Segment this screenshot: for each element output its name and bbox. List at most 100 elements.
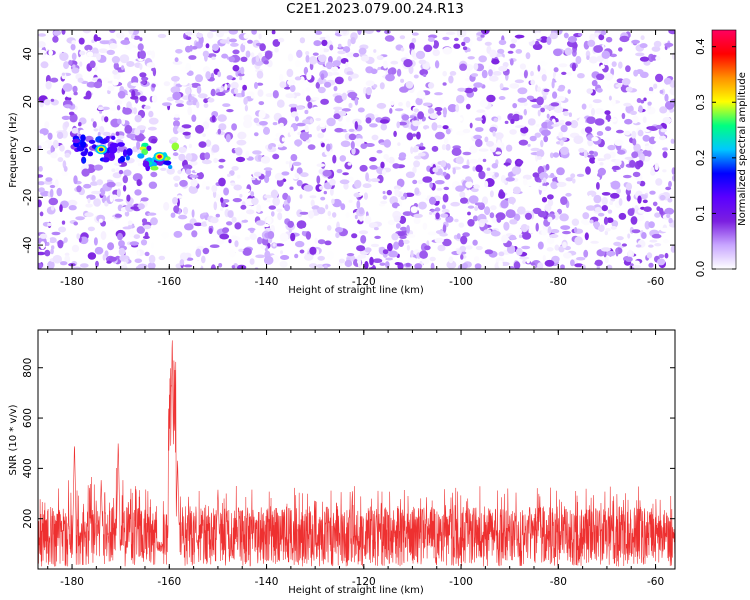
heatmap-cell — [348, 133, 357, 141]
heatmap-cell — [158, 255, 166, 261]
heatmap-cell — [572, 178, 576, 184]
heatmap-cell — [398, 121, 407, 126]
heatmap-cell — [559, 139, 564, 146]
heatmap-cell — [649, 190, 656, 195]
heatmap-cell — [520, 126, 529, 134]
heatmap-cell — [493, 117, 499, 123]
heatmap-cell — [471, 73, 479, 77]
heatmap-cell — [364, 247, 372, 253]
heatmap-cell — [510, 38, 518, 44]
heatmap-cell — [131, 34, 135, 39]
colorbar-tick-label: 0.0 — [695, 261, 707, 278]
heatmap-cell — [612, 165, 620, 170]
heatmap-cell — [484, 249, 494, 255]
heatmap-cell — [424, 128, 434, 136]
heatmap-cell — [475, 117, 483, 121]
heatmap-cell — [633, 143, 641, 152]
heatmap-cell — [462, 46, 468, 50]
heatmap-cell — [63, 61, 70, 70]
heatmap-cell — [417, 111, 424, 120]
heatmap-cell — [39, 233, 48, 239]
heatmap-cell — [140, 239, 148, 246]
heatmap-cell — [296, 49, 303, 59]
heatmap-cell — [434, 131, 445, 140]
heatmap-cell — [412, 120, 420, 127]
heatmap-cell — [266, 216, 272, 225]
heatmap-cell — [423, 113, 431, 117]
heatmap-cell — [224, 83, 228, 91]
heatmap-cell — [64, 152, 71, 158]
heatmap-cell — [395, 223, 401, 229]
heatmap-cell — [473, 82, 483, 88]
heatmap-cell — [256, 70, 264, 79]
heatmap-cell — [537, 86, 541, 93]
heatmap-cell — [466, 159, 470, 167]
heatmap-cell — [594, 158, 598, 163]
heatmap-cell — [351, 147, 356, 155]
heatmap-cell — [503, 221, 510, 231]
heatmap-cell — [570, 120, 579, 129]
heatmap-cell — [301, 227, 310, 232]
heatmap-cell — [570, 173, 576, 179]
heatmap-cell — [151, 83, 156, 88]
heatmap-cell — [474, 206, 478, 212]
heatmap-cell — [254, 82, 258, 89]
heatmap-cell — [518, 228, 522, 235]
heatmap-cell — [258, 121, 268, 126]
heatmap-cell — [560, 225, 571, 231]
heatmap-cell — [139, 63, 143, 70]
heatmap-cell — [236, 139, 247, 146]
heatmap-cell — [64, 255, 71, 263]
heatmap-cell — [595, 108, 604, 115]
heatmap-cell — [547, 120, 555, 130]
heatmap-cell — [586, 55, 590, 60]
heatmap-cell — [54, 179, 59, 188]
x-tick-label: -120 — [352, 576, 376, 588]
heatmap-cell — [211, 56, 216, 60]
heatmap-cell — [324, 81, 332, 88]
heatmap-cell — [40, 61, 49, 69]
heatmap-cell — [374, 114, 379, 118]
heatmap-cell — [555, 74, 561, 83]
heatmap-cell — [299, 249, 305, 254]
heatmap-cell — [140, 197, 149, 202]
heatmap-cell — [642, 116, 647, 123]
heatmap-cell — [210, 264, 216, 269]
heatmap-cell — [550, 102, 560, 107]
heatmap-cell — [311, 97, 320, 101]
heatmap-cell — [667, 143, 675, 152]
heatmap-cell — [227, 210, 234, 218]
heatmap-cell — [528, 228, 535, 234]
heatmap-cell — [142, 235, 150, 239]
heatmap-cell — [209, 244, 220, 248]
heatmap-cell — [498, 260, 503, 269]
heatmap-cell — [414, 187, 420, 195]
heatmap-cell — [116, 135, 125, 140]
x-tick-label: -60 — [647, 576, 664, 588]
heatmap-cell — [581, 103, 587, 110]
heatmap-cell — [662, 151, 668, 159]
heatmap-cell — [530, 79, 536, 86]
heatmap-cell — [311, 34, 320, 42]
heatmap-cell — [228, 239, 232, 244]
heatmap-cell — [317, 255, 326, 261]
heatmap-cell — [240, 56, 248, 62]
heatmap-cell — [413, 145, 420, 150]
heatmap-cell — [332, 212, 337, 218]
heatmap-cell — [285, 161, 289, 165]
heatmap-cell — [412, 166, 417, 174]
heatmap-cell — [117, 90, 126, 99]
heatmap-cell — [114, 198, 124, 202]
heatmap-cell — [356, 245, 366, 252]
heatmap-cell — [575, 55, 582, 65]
heatmap-cell — [296, 220, 307, 229]
heatmap-cell — [84, 212, 94, 218]
heatmap-cell — [670, 138, 675, 145]
heatmap-cell — [277, 212, 283, 221]
heatmap-cell — [278, 73, 284, 82]
heatmap-cell — [498, 251, 505, 257]
heatmap-cell — [172, 91, 182, 101]
heatmap-cell — [398, 102, 403, 107]
heatmap-cell — [271, 211, 275, 217]
heatmap-cell — [212, 43, 219, 51]
